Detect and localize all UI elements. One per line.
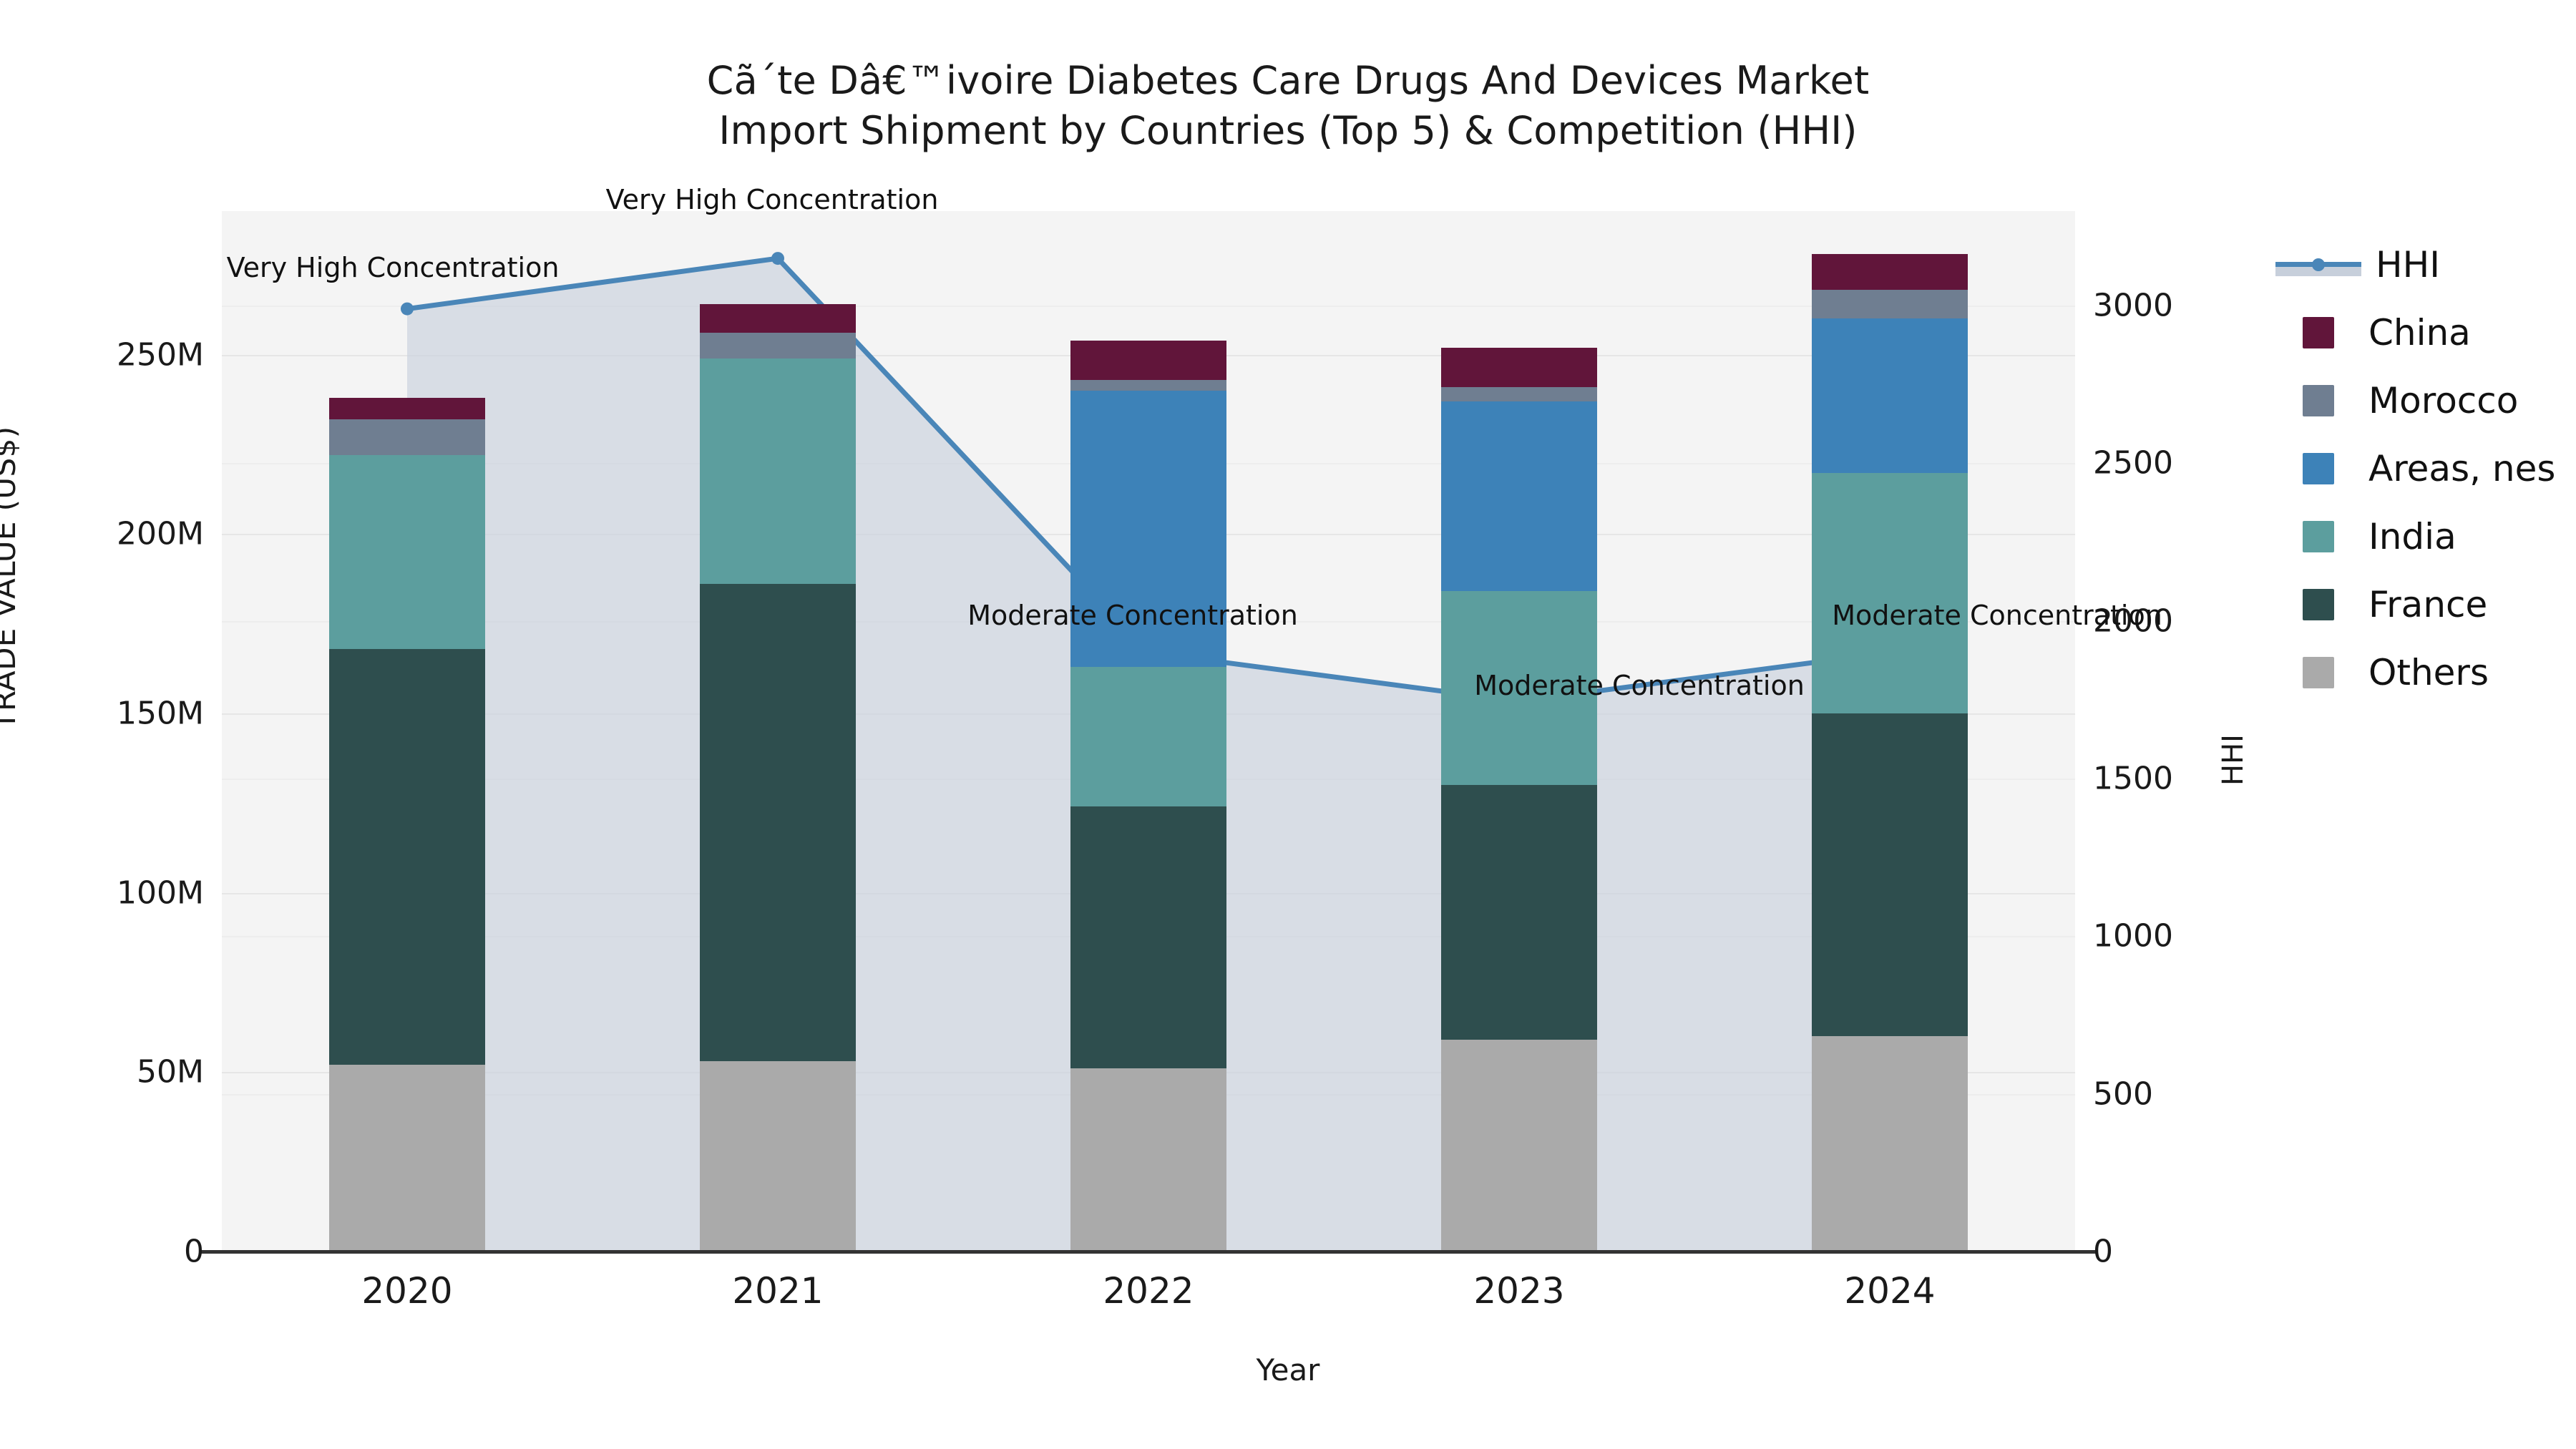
y-axis-right-tick-label: 1500	[2093, 760, 2173, 797]
plot-area	[222, 211, 2075, 1252]
annotation-label: Moderate Concentration	[967, 599, 1298, 631]
y-axis-right-tick-label: 2000	[2093, 602, 2173, 640]
legend-item-label: Areas, nes	[2368, 447, 2556, 489]
bar-stack[interactable]	[329, 211, 485, 1252]
bar-segment-morocco[interactable]	[329, 419, 485, 455]
bar-segment-india[interactable]	[1070, 666, 1226, 807]
annotation-label: Very High Concentration	[226, 251, 560, 283]
bar-segment-areas-nes[interactable]	[1070, 390, 1226, 667]
legend-item[interactable]: France	[2275, 570, 2555, 638]
y-axis-right-tick-label: 500	[2093, 1075, 2153, 1113]
legend-item-label: Others	[2368, 651, 2489, 693]
legend-dot-marker	[2312, 258, 2325, 271]
legend-item[interactable]: India	[2275, 502, 2555, 570]
bar-segment-france[interactable]	[1812, 713, 1968, 1037]
legend-color-swatch	[2303, 588, 2334, 620]
bar-segment-france[interactable]	[329, 648, 485, 1065]
legend-item[interactable]: Areas, nes	[2275, 434, 2555, 502]
bar-segment-india[interactable]	[1812, 473, 1968, 713]
bar-segment-morocco[interactable]	[700, 333, 856, 358]
bar-segment-india[interactable]	[329, 454, 485, 649]
chart-title: Cã´te Dâ€™ivoire Diabetes Care Drugs And…	[0, 56, 2576, 156]
bar-segment-china[interactable]	[1070, 340, 1226, 380]
y-axis-left-tick-label: 250M	[117, 336, 204, 374]
bar-segment-china[interactable]	[329, 397, 485, 419]
hhi-marker[interactable]	[771, 252, 784, 265]
y-axis-right-tickline	[2075, 1250, 2085, 1254]
chart-legend: HHI China Morocco Areas, nes India France Othe…	[2275, 230, 2555, 706]
legend-color-swatch	[2303, 384, 2334, 416]
annotation-label: Moderate Concentration	[1474, 670, 1805, 702]
legend-color-swatch	[2303, 656, 2334, 688]
bar-segment-others[interactable]	[1812, 1036, 1968, 1252]
y-axis-left-tick-label: 0	[184, 1233, 204, 1270]
bar-segment-morocco[interactable]	[1812, 290, 1968, 319]
legend-color-swatch	[2303, 316, 2334, 348]
y-axis-right-tick-label: 3000	[2093, 287, 2173, 324]
legend-item[interactable]: Morocco	[2275, 366, 2555, 434]
x-axis-tick-label: 2024	[1844, 1270, 1936, 1312]
y-axis-right-tick-label: 1000	[2093, 917, 2173, 955]
bar-stack[interactable]	[1070, 211, 1226, 1252]
x-axis-line	[200, 1250, 2097, 1254]
chart-title-line-1: Cã´te Dâ€™ivoire Diabetes Care Drugs And…	[706, 58, 1870, 103]
legend-color-swatch	[2303, 452, 2334, 484]
legend-item-label: HHI	[2376, 243, 2440, 286]
bar-segment-others[interactable]	[700, 1061, 856, 1252]
y-axis-left-tick-label: 150M	[117, 695, 204, 732]
legend-item[interactable]: HHI	[2275, 230, 2555, 298]
hhi-marker[interactable]	[401, 302, 414, 316]
y-axis-left-tickline	[212, 1250, 222, 1254]
chart-title-line-2: Import Shipment by Countries (Top 5) & C…	[718, 108, 1858, 154]
y-axis-left-tick-label: 200M	[117, 515, 204, 552]
bar-segment-areas-nes[interactable]	[1812, 318, 1968, 474]
legend-item[interactable]: China	[2275, 298, 2555, 366]
bar-segment-france[interactable]	[700, 584, 856, 1062]
y-axis-left-title: TRADE VALUE (US$)	[0, 426, 22, 730]
bar-segment-china[interactable]	[1441, 347, 1597, 387]
bar-stack[interactable]	[1812, 211, 1968, 1252]
x-axis-tick-label: 2023	[1473, 1270, 1565, 1312]
bar-stack[interactable]	[700, 211, 856, 1252]
bar-stack[interactable]	[1441, 211, 1597, 1252]
legend-item-label: Morocco	[2368, 379, 2519, 421]
gridline-minor	[222, 306, 2075, 308]
y-axis-left-tick-label: 50M	[137, 1053, 204, 1091]
bar-segment-india[interactable]	[700, 358, 856, 585]
legend-item-label: France	[2368, 583, 2488, 625]
y-axis-right-tick-label: 0	[2093, 1233, 2113, 1270]
y-axis-right-title: HHI	[2217, 734, 2250, 786]
legend-color-swatch	[2303, 520, 2334, 552]
bar-segment-others[interactable]	[1441, 1040, 1597, 1252]
annotation-label: Very High Concentration	[605, 184, 939, 216]
x-axis-tick-label: 2022	[1103, 1270, 1194, 1312]
annotation-label: Moderate Concentration	[1832, 599, 2162, 631]
bar-segment-france[interactable]	[1441, 785, 1597, 1040]
x-axis-title: Year	[1256, 1352, 1320, 1387]
legend-item-label: China	[2368, 311, 2471, 353]
x-axis-tick-label: 2021	[732, 1270, 824, 1312]
legend-line-marker	[2275, 249, 2361, 280]
bar-segment-areas-nes[interactable]	[1441, 401, 1597, 592]
bar-segment-morocco[interactable]	[1441, 386, 1597, 401]
legend-item[interactable]: Others	[2275, 638, 2555, 706]
bar-segment-china[interactable]	[1812, 254, 1968, 291]
bar-segment-france[interactable]	[1070, 806, 1226, 1069]
bar-segment-morocco[interactable]	[1070, 379, 1226, 391]
legend-item-label: India	[2368, 515, 2457, 557]
x-axis-tick-label: 2020	[361, 1270, 453, 1312]
y-axis-right-tick-label: 2500	[2093, 444, 2173, 482]
y-axis-left-tick-label: 100M	[117, 874, 204, 912]
bar-segment-others[interactable]	[329, 1065, 485, 1252]
bar-segment-india[interactable]	[1441, 591, 1597, 786]
bar-segment-china[interactable]	[700, 304, 856, 333]
bar-segment-others[interactable]	[1070, 1068, 1226, 1252]
